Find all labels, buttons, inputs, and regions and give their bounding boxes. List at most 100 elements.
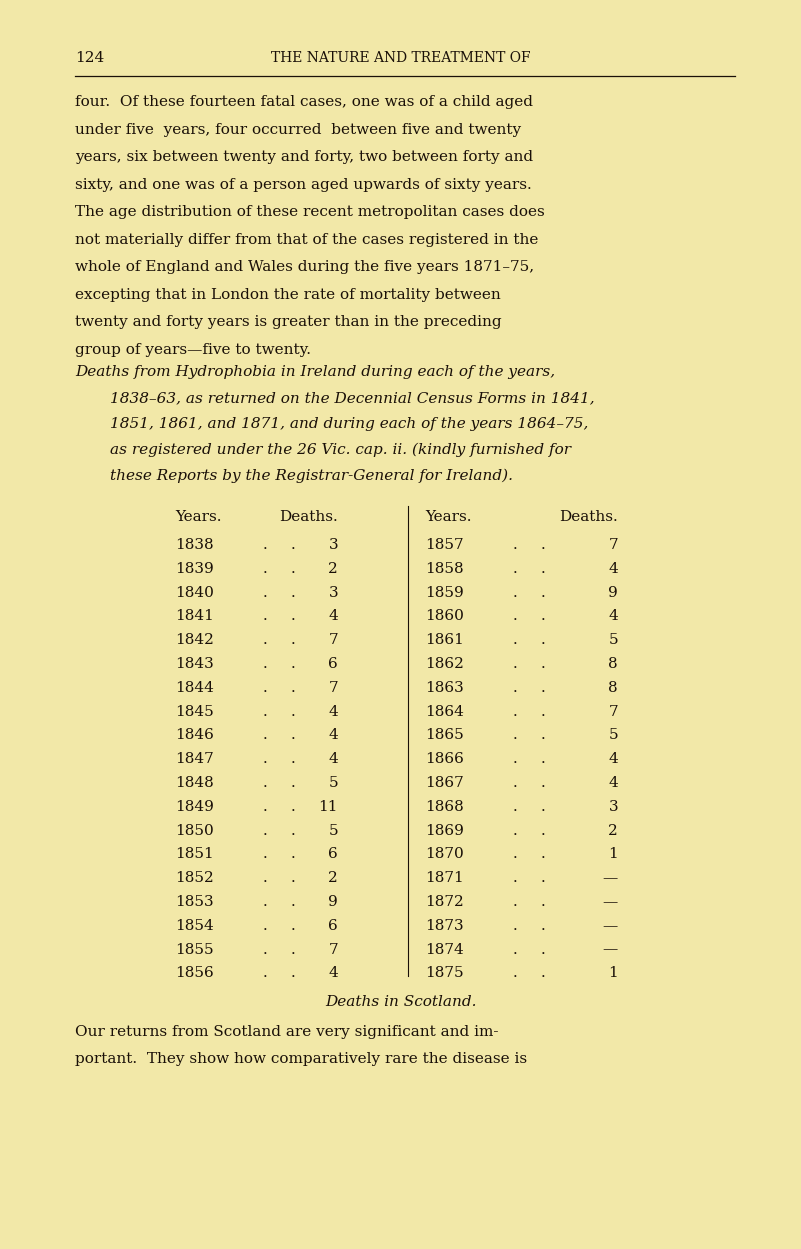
Text: .: . — [263, 728, 268, 742]
Text: .: . — [513, 872, 517, 886]
Text: .: . — [263, 586, 268, 600]
Text: 3: 3 — [609, 799, 618, 814]
Text: .: . — [263, 562, 268, 576]
Text: 1867: 1867 — [425, 776, 464, 791]
Text: .: . — [291, 919, 296, 933]
Text: .: . — [291, 704, 296, 718]
Text: Deaths in Scotland.: Deaths in Scotland. — [324, 995, 477, 1009]
Text: 1838: 1838 — [175, 538, 214, 552]
Text: .: . — [513, 776, 517, 791]
Text: .: . — [291, 681, 296, 694]
Text: 2: 2 — [328, 872, 338, 886]
Text: .: . — [513, 657, 517, 671]
Text: 1847: 1847 — [175, 752, 214, 766]
Text: .: . — [513, 919, 517, 933]
Text: 4: 4 — [328, 704, 338, 718]
Text: .: . — [263, 823, 268, 838]
Text: 1873: 1873 — [425, 919, 464, 933]
Text: .: . — [263, 872, 268, 886]
Text: 2: 2 — [328, 562, 338, 576]
Text: 1846: 1846 — [175, 728, 214, 742]
Text: 1840: 1840 — [175, 586, 214, 600]
Text: .: . — [541, 633, 545, 647]
Text: .: . — [541, 728, 545, 742]
Text: 1874: 1874 — [425, 943, 464, 957]
Text: .: . — [263, 752, 268, 766]
Text: 1853: 1853 — [175, 896, 214, 909]
Text: 4: 4 — [328, 967, 338, 980]
Text: 1861: 1861 — [425, 633, 464, 647]
Text: .: . — [541, 823, 545, 838]
Text: Years.: Years. — [175, 510, 222, 525]
Text: 5: 5 — [328, 823, 338, 838]
Text: .: . — [541, 872, 545, 886]
Text: 4: 4 — [328, 728, 338, 742]
Text: .: . — [291, 538, 296, 552]
Text: .: . — [513, 681, 517, 694]
Text: 5: 5 — [609, 633, 618, 647]
Text: not materially differ from that of the cases registered in the: not materially differ from that of the c… — [75, 232, 538, 246]
Text: .: . — [513, 633, 517, 647]
Text: .: . — [541, 896, 545, 909]
Text: Deaths.: Deaths. — [559, 510, 618, 525]
Text: 1862: 1862 — [425, 657, 464, 671]
Text: —: — — [602, 896, 618, 909]
Text: .: . — [291, 657, 296, 671]
Text: 9: 9 — [328, 896, 338, 909]
Text: .: . — [513, 943, 517, 957]
Text: .: . — [263, 633, 268, 647]
Text: 4: 4 — [608, 776, 618, 791]
Text: .: . — [263, 919, 268, 933]
Text: 1865: 1865 — [425, 728, 464, 742]
Text: .: . — [513, 823, 517, 838]
Text: .: . — [541, 704, 545, 718]
Text: .: . — [291, 633, 296, 647]
Text: .: . — [263, 681, 268, 694]
Text: 1864: 1864 — [425, 704, 464, 718]
Text: 1845: 1845 — [175, 704, 214, 718]
Text: .: . — [541, 538, 545, 552]
Text: .: . — [541, 799, 545, 814]
Text: .: . — [263, 847, 268, 862]
Text: Deaths.: Deaths. — [280, 510, 338, 525]
Text: .: . — [541, 586, 545, 600]
Text: 3: 3 — [328, 586, 338, 600]
Text: 1851, 1861, and 1871, and during each of the years 1864–75,: 1851, 1861, and 1871, and during each of… — [110, 417, 589, 431]
Text: whole of England and Wales during the five years 1871–75,: whole of England and Wales during the fi… — [75, 260, 534, 274]
Text: 6: 6 — [328, 657, 338, 671]
Text: .: . — [291, 967, 296, 980]
Text: .: . — [541, 681, 545, 694]
Text: 8: 8 — [609, 657, 618, 671]
Text: .: . — [513, 752, 517, 766]
Text: .: . — [513, 704, 517, 718]
Text: .: . — [291, 562, 296, 576]
Text: 1839: 1839 — [175, 562, 214, 576]
Text: .: . — [513, 586, 517, 600]
Text: 1860: 1860 — [425, 610, 464, 623]
Text: .: . — [513, 799, 517, 814]
Text: .: . — [541, 562, 545, 576]
Text: 1850: 1850 — [175, 823, 214, 838]
Text: 1869: 1869 — [425, 823, 464, 838]
Text: 1: 1 — [608, 967, 618, 980]
Text: 8: 8 — [609, 681, 618, 694]
Text: 1852: 1852 — [175, 872, 214, 886]
Text: .: . — [263, 967, 268, 980]
Text: Years.: Years. — [425, 510, 472, 525]
Text: .: . — [513, 728, 517, 742]
Text: 1875: 1875 — [425, 967, 464, 980]
Text: .: . — [263, 896, 268, 909]
Text: .: . — [291, 872, 296, 886]
Text: these Reports by the Registrar-General for Ireland).: these Reports by the Registrar-General f… — [110, 470, 513, 483]
Text: Our returns from Scotland are very significant and im-: Our returns from Scotland are very signi… — [75, 1025, 498, 1039]
Text: under five  years, four occurred  between five and twenty: under five years, four occurred between … — [75, 122, 521, 136]
Text: .: . — [263, 943, 268, 957]
Text: 1858: 1858 — [425, 562, 464, 576]
Text: .: . — [541, 776, 545, 791]
Text: —: — — [602, 919, 618, 933]
Text: .: . — [291, 847, 296, 862]
Text: 1841: 1841 — [175, 610, 214, 623]
Text: .: . — [263, 657, 268, 671]
Text: 4: 4 — [608, 752, 618, 766]
Text: .: . — [291, 943, 296, 957]
